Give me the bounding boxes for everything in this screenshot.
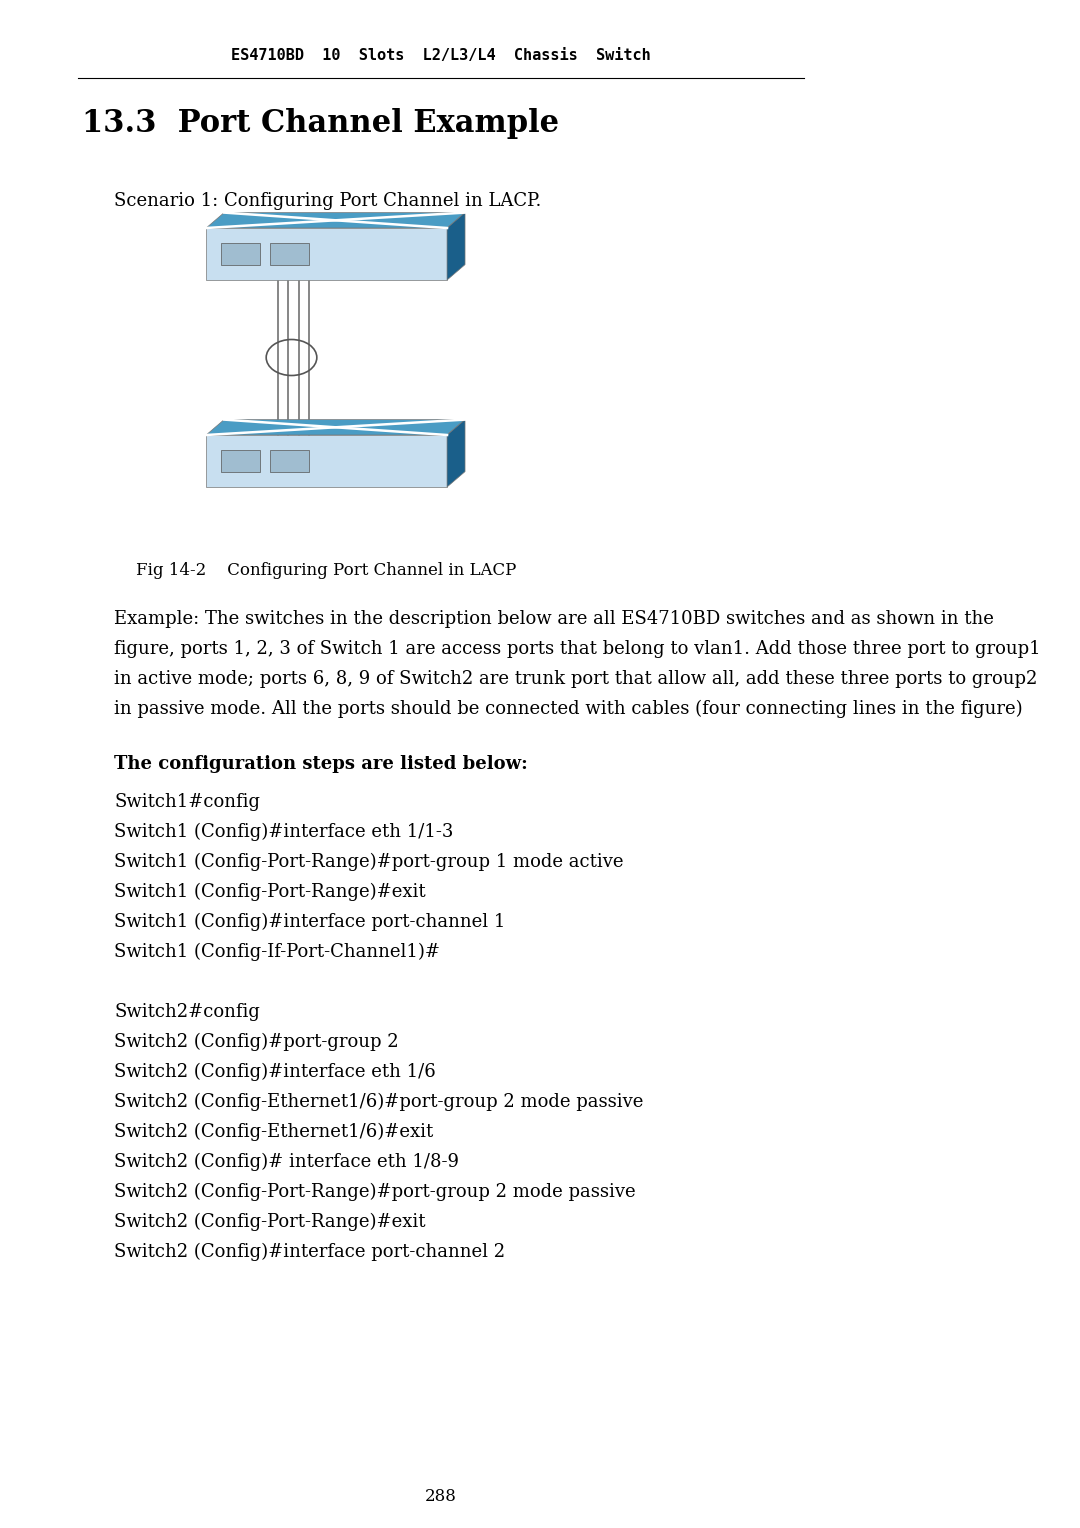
Text: Switch2 (Config-Ethernet1/6)#port-group 2 mode passive: Switch2 (Config-Ethernet1/6)#port-group … (114, 1093, 644, 1111)
Text: Switch1 (Config)#interface port-channel 1: Switch1 (Config)#interface port-channel … (114, 914, 505, 931)
Text: The configuration steps are listed below:: The configuration steps are listed below… (114, 755, 528, 773)
Text: in passive mode. All the ports should be connected with cables (four connecting : in passive mode. All the ports should be… (114, 700, 1023, 718)
Polygon shape (221, 451, 260, 472)
Text: Scenario 1: Configuring Port Channel in LACP.: Scenario 1: Configuring Port Channel in … (114, 193, 542, 209)
Text: Switch2 (Config)#interface eth 1/6: Switch2 (Config)#interface eth 1/6 (114, 1063, 436, 1082)
Text: Switch2 (Config-Port-Range)#port-group 2 mode passive: Switch2 (Config-Port-Range)#port-group 2… (114, 1183, 636, 1201)
Polygon shape (221, 243, 260, 264)
Text: Switch1 (Config-Port-Range)#exit: Switch1 (Config-Port-Range)#exit (114, 883, 426, 902)
Text: Switch1 (Config)#interface eth 1/1-3: Switch1 (Config)#interface eth 1/1-3 (114, 824, 454, 842)
Text: 13.3  Port Channel Example: 13.3 Port Channel Example (82, 108, 558, 139)
Polygon shape (206, 420, 465, 435)
Polygon shape (270, 451, 309, 472)
Text: ES4710BD  10  Slots  L2/L3/L4  Chassis  Switch: ES4710BD 10 Slots L2/L3/L4 Chassis Switc… (231, 47, 651, 63)
Text: Switch2 (Config)# interface eth 1/8-9: Switch2 (Config)# interface eth 1/8-9 (114, 1154, 459, 1172)
Text: Switch1 (Config-Port-Range)#port-group 1 mode active: Switch1 (Config-Port-Range)#port-group 1… (114, 853, 624, 871)
Text: figure, ports 1, 2, 3 of Switch 1 are access ports that belong to vlan1. Add tho: figure, ports 1, 2, 3 of Switch 1 are ac… (114, 640, 1041, 659)
Polygon shape (206, 212, 465, 228)
Text: in active mode; ports 6, 8, 9 of Switch2 are trunk port that allow all, add thes: in active mode; ports 6, 8, 9 of Switch2… (114, 669, 1038, 688)
Text: Switch2 (Config-Port-Range)#exit: Switch2 (Config-Port-Range)#exit (114, 1213, 426, 1232)
Text: Switch2 (Config)#interface port-channel 2: Switch2 (Config)#interface port-channel … (114, 1242, 505, 1261)
Text: Switch1 (Config-If-Port-Channel1)#: Switch1 (Config-If-Port-Channel1)# (114, 943, 441, 961)
Text: Switch1#config: Switch1#config (114, 793, 260, 811)
Text: Switch2#config: Switch2#config (114, 1002, 260, 1021)
Polygon shape (206, 435, 447, 487)
Text: 288: 288 (426, 1488, 457, 1505)
Polygon shape (447, 420, 465, 487)
Text: Fig 14-2    Configuring Port Channel in LACP: Fig 14-2 Configuring Port Channel in LAC… (136, 562, 517, 579)
Text: Example: The switches in the description below are all ES4710BD switches and as : Example: The switches in the description… (114, 610, 995, 628)
Text: Switch2 (Config-Ethernet1/6)#exit: Switch2 (Config-Ethernet1/6)#exit (114, 1123, 433, 1141)
Polygon shape (206, 228, 447, 280)
Text: Switch2 (Config)#port-group 2: Switch2 (Config)#port-group 2 (114, 1033, 399, 1051)
Polygon shape (447, 212, 465, 280)
Polygon shape (270, 243, 309, 264)
